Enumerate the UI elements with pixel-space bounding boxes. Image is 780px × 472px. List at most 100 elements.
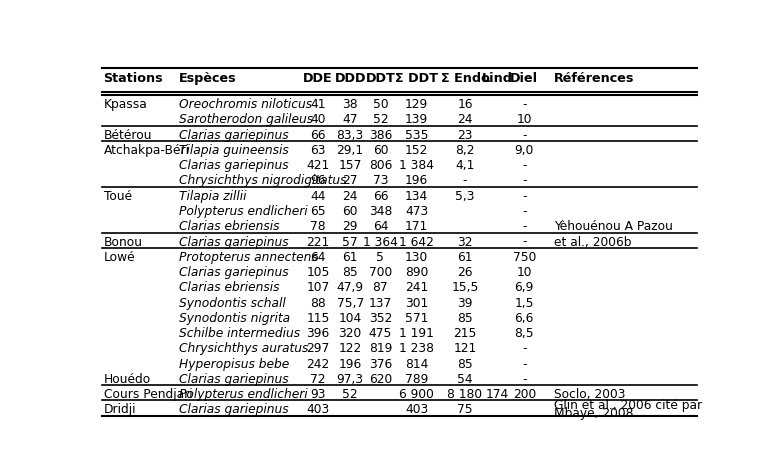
Text: Tilapia zillii: Tilapia zillii (179, 190, 246, 202)
Text: 137: 137 (369, 296, 392, 310)
Text: 52: 52 (342, 388, 358, 401)
Text: 24: 24 (457, 113, 473, 126)
Text: Sarotherodon galileus: Sarotherodon galileus (179, 113, 314, 126)
Text: Lind: Lind (482, 72, 513, 85)
Text: 196: 196 (405, 175, 428, 187)
Text: 85: 85 (457, 358, 473, 371)
Text: 819: 819 (369, 342, 392, 355)
Text: Clarias ebriensis: Clarias ebriensis (179, 281, 279, 295)
Text: Stations: Stations (104, 72, 163, 85)
Text: 29: 29 (342, 220, 358, 233)
Text: DDT: DDT (366, 72, 395, 85)
Text: -: - (522, 175, 526, 187)
Text: 5: 5 (377, 251, 385, 264)
Text: 75,7: 75,7 (336, 296, 363, 310)
Text: 1 191: 1 191 (399, 327, 434, 340)
Text: 63: 63 (310, 144, 326, 157)
Text: Lowé: Lowé (104, 251, 135, 264)
Text: 421: 421 (307, 159, 330, 172)
Text: 750: 750 (512, 251, 536, 264)
Text: Oreochromis niloticus: Oreochromis niloticus (179, 98, 312, 111)
Text: 1 642: 1 642 (399, 236, 434, 249)
Text: 301: 301 (405, 296, 428, 310)
Text: Espèces: Espèces (179, 72, 237, 85)
Text: Soclo, 2003: Soclo, 2003 (554, 388, 626, 401)
Text: 152: 152 (405, 144, 428, 157)
Text: Polypterus endlicheri: Polypterus endlicheri (179, 388, 308, 401)
Text: 620: 620 (369, 373, 392, 386)
Text: Clarias gariepinus: Clarias gariepinus (179, 159, 289, 172)
Text: 60: 60 (373, 144, 388, 157)
Text: 47,9: 47,9 (337, 281, 363, 295)
Text: 8 180: 8 180 (448, 388, 483, 401)
Text: Clarias ebriensis: Clarias ebriensis (179, 220, 279, 233)
Text: Références: Références (554, 72, 634, 85)
Text: Synodontis nigrita: Synodontis nigrita (179, 312, 290, 325)
Text: 5,3: 5,3 (456, 190, 475, 202)
Text: 6,9: 6,9 (515, 281, 534, 295)
Text: 27: 27 (342, 175, 358, 187)
Text: Synodontis schall: Synodontis schall (179, 296, 285, 310)
Text: Chrysichthys nigrodigitatus: Chrysichthys nigrodigitatus (179, 175, 346, 187)
Text: 24: 24 (342, 190, 358, 202)
Text: 72: 72 (310, 373, 326, 386)
Text: -: - (522, 98, 526, 111)
Text: 15,5: 15,5 (452, 281, 479, 295)
Text: 85: 85 (457, 312, 473, 325)
Text: 6 900: 6 900 (399, 388, 434, 401)
Text: 475: 475 (369, 327, 392, 340)
Text: 38: 38 (342, 98, 358, 111)
Text: Houédo: Houédo (104, 373, 151, 386)
Text: 16: 16 (457, 98, 473, 111)
Text: 215: 215 (453, 327, 477, 340)
Text: 10: 10 (516, 266, 532, 279)
Text: 129: 129 (405, 98, 428, 111)
Text: 134: 134 (405, 190, 428, 202)
Text: Clarias gariepinus: Clarias gariepinus (179, 129, 289, 142)
Text: 535: 535 (405, 129, 428, 142)
Text: -: - (522, 159, 526, 172)
Text: Σ DDT: Σ DDT (395, 72, 438, 85)
Text: Bonou: Bonou (104, 236, 143, 249)
Text: 52: 52 (373, 113, 388, 126)
Text: Tilapia guineensis: Tilapia guineensis (179, 144, 289, 157)
Text: 107: 107 (307, 281, 330, 295)
Text: DDE: DDE (303, 72, 333, 85)
Text: 473: 473 (405, 205, 428, 218)
Text: 1 238: 1 238 (399, 342, 434, 355)
Text: 221: 221 (307, 236, 330, 249)
Text: Protopterus annectens: Protopterus annectens (179, 251, 318, 264)
Text: -: - (522, 205, 526, 218)
Text: Cours Pendjari: Cours Pendjari (104, 388, 192, 401)
Text: 83,3: 83,3 (336, 129, 363, 142)
Text: 96: 96 (310, 175, 326, 187)
Text: Polypterus endlicheri: Polypterus endlicheri (179, 205, 308, 218)
Text: 121: 121 (453, 342, 477, 355)
Text: 23: 23 (457, 129, 473, 142)
Text: 66: 66 (310, 129, 326, 142)
Text: 348: 348 (369, 205, 392, 218)
Text: Clarias gariepinus: Clarias gariepinus (179, 404, 289, 416)
Text: 93: 93 (310, 388, 326, 401)
Text: 8,2: 8,2 (456, 144, 475, 157)
Text: 789: 789 (405, 373, 428, 386)
Text: 890: 890 (405, 266, 428, 279)
Text: Hyperopisus bebe: Hyperopisus bebe (179, 358, 289, 371)
Text: -: - (522, 342, 526, 355)
Text: Chrysichthys auratus: Chrysichthys auratus (179, 342, 308, 355)
Text: -: - (522, 236, 526, 249)
Text: 171: 171 (405, 220, 428, 233)
Text: 1,5: 1,5 (515, 296, 534, 310)
Text: 376: 376 (369, 358, 392, 371)
Text: 9,0: 9,0 (515, 144, 534, 157)
Text: Clarias gariepinus: Clarias gariepinus (179, 266, 289, 279)
Text: 64: 64 (373, 220, 388, 233)
Text: 73: 73 (373, 175, 388, 187)
Text: 78: 78 (310, 220, 326, 233)
Text: 104: 104 (339, 312, 362, 325)
Text: 87: 87 (373, 281, 388, 295)
Text: Clarias gariepinus: Clarias gariepinus (179, 373, 289, 386)
Text: 157: 157 (339, 159, 362, 172)
Text: 39: 39 (457, 296, 473, 310)
Text: 6,6: 6,6 (515, 312, 534, 325)
